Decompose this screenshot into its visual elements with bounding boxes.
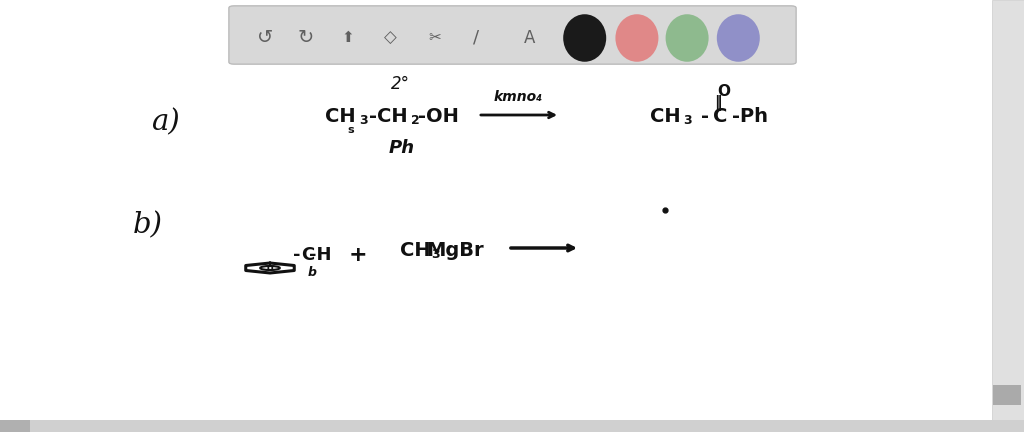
Bar [0, 420, 30, 432]
Bar [993, 385, 1021, 405]
Text: -CH: -CH [369, 107, 408, 126]
Text: CH: CH [649, 107, 680, 126]
Ellipse shape [666, 14, 709, 62]
Text: -: - [293, 246, 301, 264]
Text: b: b [307, 266, 316, 279]
Text: A: A [524, 29, 536, 47]
Text: -: - [701, 107, 709, 126]
Text: CH: CH [325, 107, 355, 126]
Text: 3: 3 [358, 114, 368, 127]
Ellipse shape [717, 14, 760, 62]
Text: ‖: ‖ [715, 95, 722, 111]
Text: C: C [713, 107, 727, 126]
Text: o: o [266, 263, 273, 273]
Ellipse shape [615, 14, 658, 62]
Text: -Ph: -Ph [732, 107, 768, 126]
Text: 3: 3 [683, 114, 691, 127]
Text: 2°: 2° [390, 75, 410, 93]
Text: +: + [349, 245, 368, 265]
Text: CH: CH [399, 241, 430, 260]
Text: /: / [473, 29, 479, 47]
Text: -OH: -OH [418, 107, 459, 126]
Text: ▣: ▣ [566, 29, 582, 47]
FancyBboxPatch shape [229, 6, 796, 64]
Text: a): a) [151, 108, 179, 136]
Text: kmno₄: kmno₄ [494, 90, 543, 104]
Text: ✂: ✂ [429, 31, 441, 45]
Text: 2: 2 [411, 114, 420, 127]
Text: O: O [718, 83, 730, 98]
Text: ⬆: ⬆ [342, 31, 354, 45]
Text: Ph: Ph [389, 139, 415, 157]
Text: ↺: ↺ [257, 29, 273, 48]
Text: b): b) [133, 211, 163, 239]
Bar [992, 0, 1024, 432]
Text: MgBr: MgBr [426, 241, 483, 260]
Ellipse shape [563, 14, 606, 62]
Text: 3: 3 [432, 248, 440, 260]
Text: C: C [301, 246, 314, 264]
Text: ↻: ↻ [298, 29, 314, 48]
Bar [0, 420, 1024, 432]
Text: ◇: ◇ [384, 29, 396, 47]
Text: s: s [348, 125, 354, 135]
Text: -H: -H [309, 246, 331, 264]
